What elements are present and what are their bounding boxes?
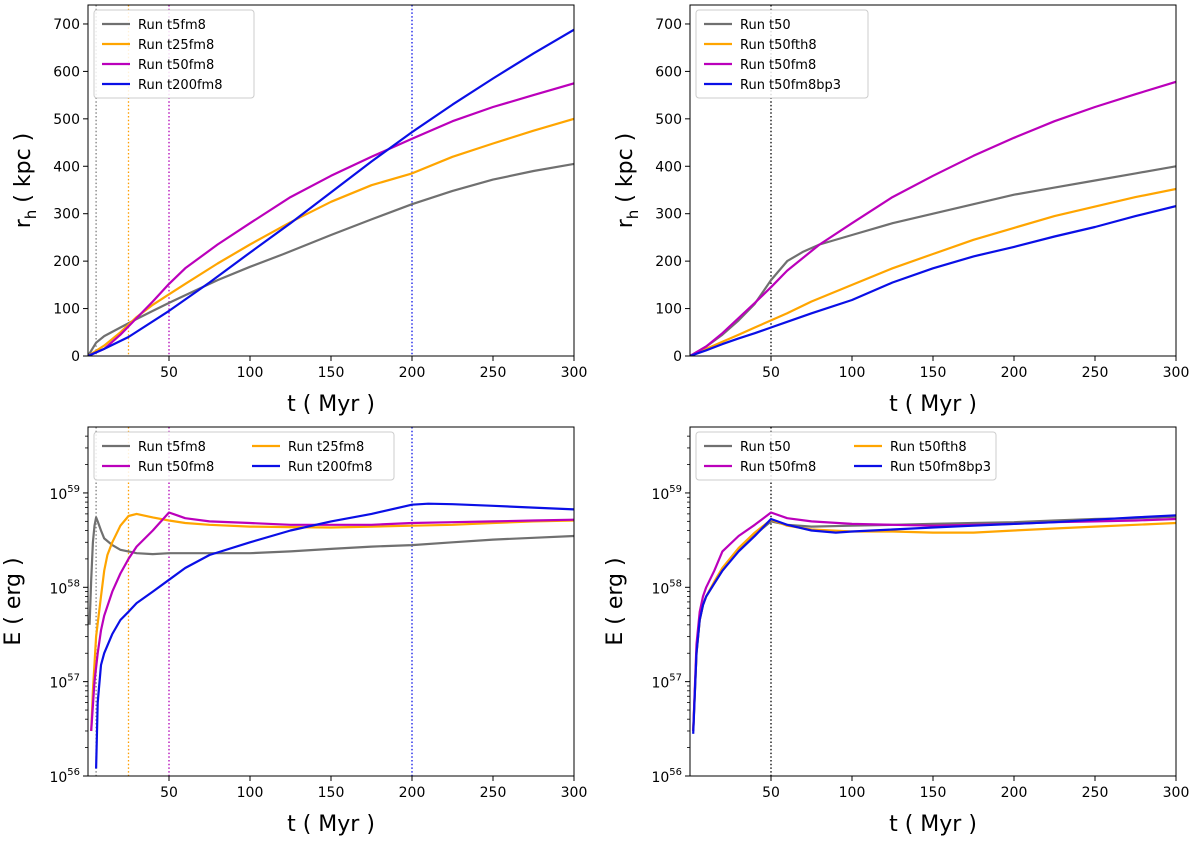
x-axis-label: t ( Myr ) bbox=[889, 812, 977, 837]
x-tick-label: 200 bbox=[399, 785, 426, 801]
legend-label: Run t200fm8 bbox=[138, 78, 222, 93]
legend-label: Run t50fm8bp3 bbox=[890, 460, 991, 475]
y-tick-label: 1058 bbox=[49, 578, 80, 597]
series-line-1 bbox=[88, 162, 574, 356]
chart-panel-4: 50 100 150 200 250 300 1056 1057 1058 1059 t ( Myr… bbox=[603, 426, 1190, 837]
x-tick-label: 50 bbox=[762, 365, 780, 381]
legend-label: Run t50fm8 bbox=[740, 58, 816, 73]
legend-label: Run t50fm8 bbox=[138, 58, 214, 73]
y-tick-label: 1056 bbox=[651, 767, 682, 786]
x-tick-label: 200 bbox=[399, 365, 426, 381]
x-tick-label: 250 bbox=[1082, 365, 1109, 381]
series-line-3 bbox=[692, 511, 1176, 732]
y-tick-label: 0 bbox=[71, 349, 80, 365]
x-tick-label: 300 bbox=[1163, 365, 1190, 381]
legend-label: Run t50 bbox=[740, 440, 791, 455]
x-tick-label: 50 bbox=[762, 785, 780, 801]
x-tick-label: 100 bbox=[237, 785, 264, 801]
x-tick-label: 100 bbox=[839, 785, 866, 801]
legend-box bbox=[93, 9, 255, 99]
chart-panel-1: 50 100 150 200 250 300 0 100 200 300 400 500 600 700 t… bbox=[11, 4, 588, 417]
x-axis-label: t ( Myr ) bbox=[287, 812, 375, 837]
series-line-2 bbox=[690, 187, 1176, 356]
legend-box bbox=[93, 431, 395, 481]
series-line-4 bbox=[692, 514, 1176, 734]
y-tick-label: 200 bbox=[655, 254, 682, 270]
legend-box bbox=[695, 431, 997, 481]
y-tick-label: 1056 bbox=[49, 767, 80, 786]
legend-label: Run t50 bbox=[740, 18, 791, 33]
x-tick-label: 250 bbox=[480, 365, 507, 381]
x-tick-label: 250 bbox=[1082, 785, 1109, 801]
y-tick-label: 700 bbox=[53, 17, 80, 33]
y-tick-label: 100 bbox=[655, 302, 682, 318]
series-line-4 bbox=[690, 205, 1176, 356]
y-axis-label: E ( erg ) bbox=[603, 557, 628, 645]
y-axis-label: rh ( kpc ) bbox=[613, 133, 642, 229]
x-axis-label: t ( Myr ) bbox=[889, 392, 977, 417]
legend-label: Run t50fth8 bbox=[890, 440, 967, 455]
y-tick-label: 500 bbox=[655, 112, 682, 128]
series-line-3 bbox=[90, 511, 574, 732]
series-line-3 bbox=[690, 80, 1176, 356]
y-tick-label: 400 bbox=[53, 159, 80, 175]
series-line-2 bbox=[90, 512, 574, 732]
y-tick-label: 200 bbox=[53, 254, 80, 270]
x-tick-label: 300 bbox=[561, 365, 588, 381]
y-axis-label: E ( erg ) bbox=[1, 557, 26, 645]
legend-label: Run t50fm8 bbox=[138, 460, 214, 475]
series-line-4 bbox=[95, 502, 574, 769]
x-tick-label: 150 bbox=[318, 785, 345, 801]
series-line-4 bbox=[88, 28, 574, 356]
y-tick-label: 700 bbox=[655, 17, 682, 33]
chart-panel-2: 50 100 150 200 250 300 0 100 200 300 400 500 600 700 t… bbox=[613, 4, 1190, 417]
legend-label: Run t25fm8 bbox=[288, 440, 364, 455]
chart-panel-3: 50 100 150 200 250 300 1056 1057 1058 1059 t ( Myr… bbox=[1, 426, 588, 837]
x-tick-label: 200 bbox=[1001, 365, 1028, 381]
x-tick-label: 50 bbox=[160, 365, 178, 381]
y-tick-label: 300 bbox=[53, 207, 80, 223]
y-tick-label: 0 bbox=[673, 349, 682, 365]
legend-label: Run t50fm8 bbox=[740, 460, 816, 475]
series-line-2 bbox=[692, 518, 1176, 732]
y-tick-label: 1059 bbox=[49, 484, 80, 503]
legend-label: Run t25fm8 bbox=[138, 38, 214, 53]
y-tick-label: 500 bbox=[53, 112, 80, 128]
series-line-1 bbox=[692, 515, 1176, 732]
legend-label: Run t200fm8 bbox=[288, 460, 372, 475]
y-tick-label: 600 bbox=[53, 64, 80, 80]
x-tick-label: 100 bbox=[237, 365, 264, 381]
legend-box bbox=[695, 9, 869, 99]
legend-label: Run t5fm8 bbox=[138, 440, 206, 455]
y-tick-label: 600 bbox=[655, 64, 682, 80]
y-tick-label: 1058 bbox=[651, 578, 682, 597]
x-tick-label: 150 bbox=[920, 365, 947, 381]
x-tick-label: 300 bbox=[1163, 785, 1190, 801]
x-tick-label: 200 bbox=[1001, 785, 1028, 801]
y-tick-label: 1057 bbox=[651, 673, 682, 692]
legend-label: Run t5fm8 bbox=[138, 18, 206, 33]
series-line-2 bbox=[88, 117, 574, 356]
x-tick-label: 100 bbox=[839, 365, 866, 381]
y-tick-label: 300 bbox=[655, 207, 682, 223]
x-tick-label: 250 bbox=[480, 785, 507, 801]
x-tick-label: 300 bbox=[561, 785, 588, 801]
y-tick-label: 1059 bbox=[651, 484, 682, 503]
x-tick-label: 50 bbox=[160, 785, 178, 801]
x-axis-label: t ( Myr ) bbox=[287, 392, 375, 417]
y-tick-label: 1057 bbox=[49, 673, 80, 692]
y-axis-label: rh ( kpc ) bbox=[11, 133, 40, 229]
legend-label: Run t50fm8bp3 bbox=[740, 78, 841, 93]
x-tick-label: 150 bbox=[318, 365, 345, 381]
y-tick-label: 100 bbox=[53, 302, 80, 318]
legend-label: Run t50fth8 bbox=[740, 38, 817, 53]
x-tick-label: 150 bbox=[920, 785, 947, 801]
series-line-1 bbox=[690, 165, 1176, 356]
series-line-3 bbox=[88, 82, 574, 356]
y-tick-label: 400 bbox=[655, 159, 682, 175]
series-line-1 bbox=[88, 516, 574, 625]
